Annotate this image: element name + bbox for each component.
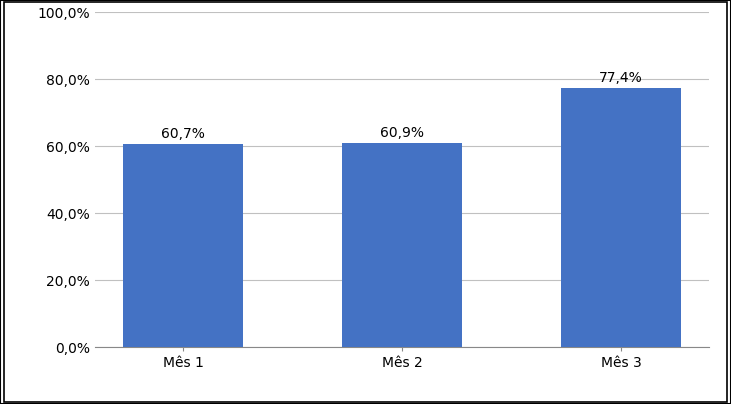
Text: 60,9%: 60,9% [380,126,424,140]
Bar [561,88,681,347]
Bar [342,143,462,347]
Bar [123,144,243,347]
Text: 77,4%: 77,4% [599,71,643,84]
Text: 60,7%: 60,7% [162,126,205,141]
